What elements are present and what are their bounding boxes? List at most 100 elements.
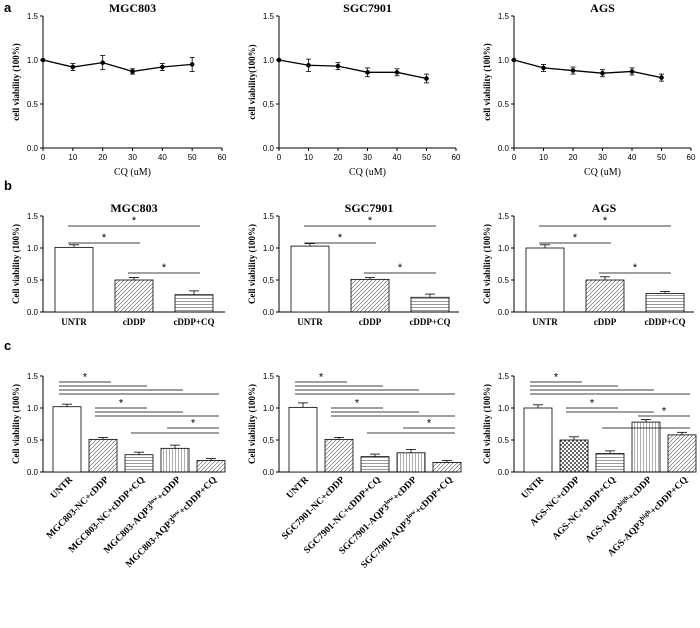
data-point <box>40 57 46 63</box>
significance-star: * <box>573 232 578 244</box>
category-label: UNTR <box>532 317 558 327</box>
x-axis-label: CQ (uM) <box>584 167 621 178</box>
panel-label-c: c <box>4 338 11 353</box>
category-label-main: AGS-AQP3 <box>606 518 647 559</box>
y-axis-label: Cell viability (100%) <box>11 224 21 304</box>
category-label-main: UNTR <box>520 475 546 501</box>
category-label: cDDP+CQ <box>644 317 685 327</box>
significance-star: * <box>132 215 137 227</box>
significance-star: * <box>119 398 124 410</box>
bar <box>559 439 589 473</box>
y-tick-label: 0.0 <box>498 144 510 153</box>
significance-star: * <box>319 372 324 384</box>
panel-label-a: a <box>4 0 12 15</box>
category-label: UNTR <box>520 475 546 501</box>
y-tick-label: 0.0 <box>27 144 39 153</box>
y-tick-label: 0.5 <box>263 100 275 109</box>
x-tick-label: 0 <box>41 153 46 162</box>
y-tick-label: 1.0 <box>498 56 510 65</box>
y-tick-label: 1.0 <box>263 56 275 65</box>
bar <box>124 454 154 473</box>
significance-star: * <box>83 372 88 384</box>
category-label-main: MGC803-NC+cDDP <box>45 475 111 541</box>
bar <box>114 279 154 313</box>
data-point <box>189 62 195 67</box>
significance-star: * <box>102 232 107 244</box>
data-point <box>659 75 664 80</box>
data-point <box>276 57 282 63</box>
bar <box>54 246 94 313</box>
y-tick-label: 1.5 <box>263 372 275 381</box>
y-axis-label: Cell viability (100%) <box>482 224 492 304</box>
y-tick-label: 1.5 <box>498 212 510 221</box>
y-tick-label: 0.5 <box>263 276 275 285</box>
y-tick-label: 1.0 <box>263 404 275 413</box>
x-tick-label: 60 <box>218 153 227 162</box>
x-tick-label: 30 <box>363 153 372 162</box>
category-label-suffix: +cDDP+CQ <box>649 475 691 517</box>
bar <box>585 279 625 313</box>
bar <box>360 456 390 473</box>
y-tick-label: 1.5 <box>498 12 510 21</box>
category-label: UNTR <box>297 317 323 327</box>
category-label-suffix: +cDDP+CQ <box>414 475 456 517</box>
significance-star: * <box>603 215 608 227</box>
chart-5: SGC7901 0.0 0.5 1.0 1.5 Cell viability (100%)… <box>247 201 459 327</box>
y-tick-label: 0.5 <box>263 436 275 445</box>
category-label: cDDP+CQ <box>409 317 450 327</box>
category-label: cDDP <box>359 317 382 327</box>
category-label-main: UNTR <box>49 475 75 501</box>
chart-title: SGC7901 <box>343 1 392 15</box>
data-point <box>394 70 400 75</box>
series-line <box>513 59 662 79</box>
y-tick-label: 1.0 <box>263 244 275 253</box>
data-point <box>335 63 341 69</box>
chart-4: MGC803 0.0 0.5 1.0 1.5 Cell viability (100%) U… <box>11 201 225 327</box>
bar <box>324 438 354 473</box>
y-tick-label: 1.0 <box>498 404 510 413</box>
bar <box>290 245 330 313</box>
category-label-suffix: +cDDP <box>155 475 183 503</box>
chart-title: MGC803 <box>110 201 157 215</box>
x-tick-label: 40 <box>628 153 637 162</box>
significance-star: * <box>162 262 167 274</box>
data-point <box>570 68 576 73</box>
significance-star: * <box>338 232 343 244</box>
x-tick-label: 50 <box>188 153 197 162</box>
y-tick-label: 0.5 <box>27 100 39 109</box>
y-tick-label: 0.5 <box>27 276 39 285</box>
data-point <box>629 69 635 74</box>
significance-star: * <box>662 406 667 418</box>
x-tick-label: 30 <box>128 153 137 162</box>
category-label-suffix: +cDDP+CQ <box>178 475 220 517</box>
y-axis-label: Cell viability (100%) <box>482 384 492 464</box>
y-tick-label: 1.5 <box>498 372 510 381</box>
category-label-suffix: +cDDP <box>391 475 419 503</box>
x-tick-label: 40 <box>158 153 167 162</box>
significance-star: * <box>554 372 559 384</box>
data-point <box>306 62 311 68</box>
bar <box>523 407 553 473</box>
y-tick-label: 0.5 <box>498 276 510 285</box>
chart-title: SGC7901 <box>345 201 394 215</box>
category-label-suffix: +cDDP <box>626 475 654 503</box>
x-tick-label: 40 <box>393 153 402 162</box>
y-tick-label: 1.5 <box>27 372 39 381</box>
y-tick-label: 1.5 <box>263 212 275 221</box>
chart-title: MGC803 <box>109 1 156 15</box>
x-tick-label: 60 <box>452 153 461 162</box>
significance-star: * <box>355 398 360 410</box>
category-label: AGS-AQP3high+cDDP <box>583 474 654 545</box>
y-tick-label: 1.0 <box>27 404 39 413</box>
category-label-main: SGC7901-NC+cDDP <box>280 475 347 542</box>
bar <box>631 421 661 473</box>
chart-3: AGS 0.0 0.5 1.0 1.5 cell viability (100%) 0 10 2… <box>482 1 696 178</box>
y-tick-label: 0.0 <box>498 468 510 477</box>
y-tick-label: 1.5 <box>27 12 39 21</box>
y-tick-label: 1.0 <box>498 244 510 253</box>
y-tick-label: 0.0 <box>263 468 275 477</box>
y-tick-label: 1.5 <box>263 12 275 21</box>
x-tick-label: 30 <box>598 153 607 162</box>
bar <box>645 293 685 313</box>
x-tick-label: 20 <box>569 153 578 162</box>
